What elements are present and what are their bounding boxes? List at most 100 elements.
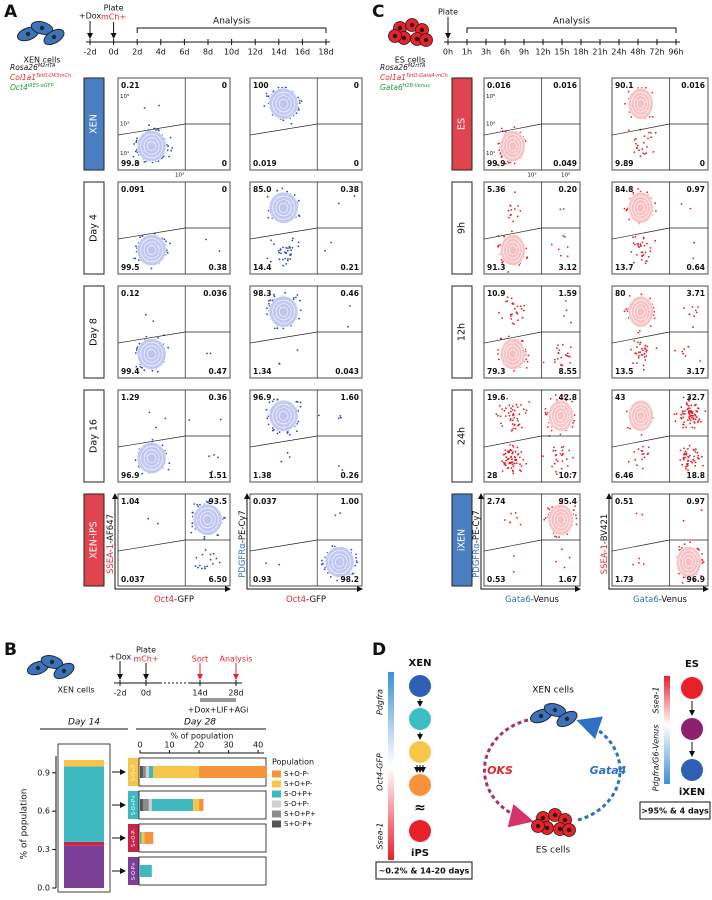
axis-marker: Oct4: [154, 595, 174, 605]
event-dot: [276, 398, 279, 401]
density-contour: [268, 295, 299, 328]
event-dot: [689, 410, 691, 412]
row-label: XEN-iPS: [89, 521, 100, 558]
event-dot: [157, 160, 160, 163]
event-dot: [563, 566, 566, 569]
event-dot: [514, 512, 517, 514]
timeline-label: 21h: [592, 48, 607, 57]
density-contour: [272, 403, 295, 428]
row-label-box: [451, 181, 473, 275]
gate-line: [483, 123, 542, 136]
nucleus: [25, 31, 31, 37]
event-dot: [211, 470, 214, 473]
event-dot: [643, 153, 646, 155]
event-dot: [551, 465, 553, 468]
axis-tick-label: 10³: [120, 121, 129, 128]
event-dot: [648, 116, 651, 118]
event-dot: [299, 401, 302, 404]
event-dot: [512, 472, 515, 475]
quadrant-percent: 99.4: [121, 367, 140, 376]
event-dot: [520, 450, 523, 453]
marker-label: Ssea-1: [376, 822, 385, 849]
event-dot: [278, 563, 281, 566]
gate-line: [117, 539, 186, 552]
event-dot: [268, 294, 271, 296]
event-dot: [626, 410, 628, 413]
event-dot: [687, 460, 689, 462]
event-dot: [510, 410, 512, 413]
quadrant-percent: 96.9: [253, 393, 272, 402]
event-dot: [512, 414, 514, 417]
event-dot: [499, 415, 502, 418]
density-contour: [146, 245, 157, 256]
density-contour: [275, 303, 292, 321]
quadrant-percent: 98.2: [340, 575, 359, 584]
event-dot: [208, 500, 211, 502]
event-dot: [693, 315, 695, 318]
genotype-superscript: H2B-Venus: [403, 83, 430, 89]
event-dot: [641, 450, 644, 453]
event-dot: [575, 514, 577, 517]
quadrant-percent: 14.4: [253, 263, 272, 272]
event-dot: [520, 307, 523, 310]
axis-dye: -AF647: [106, 514, 116, 544]
event-dot: [353, 195, 356, 198]
event-dot: [299, 405, 302, 408]
quadrant-percent: 10.7: [558, 471, 577, 480]
event-dot: [694, 461, 697, 464]
event-dot: [628, 218, 630, 221]
event-dot: [511, 322, 514, 325]
event-dot: [701, 455, 703, 458]
conversion-arrow: [576, 716, 622, 822]
event-dot: [166, 149, 169, 152]
cell-icon: [388, 18, 433, 47]
event-dot: [500, 259, 503, 261]
event-dot: [508, 216, 510, 219]
event-dot: [347, 325, 349, 328]
timeline-label: 12h: [535, 48, 550, 57]
event-dot: [339, 415, 342, 417]
event-dot: [519, 463, 521, 466]
event-dot: [561, 460, 564, 462]
event-dot: [515, 403, 518, 406]
timeline-label: -2d: [83, 48, 96, 57]
event-dot: [695, 416, 698, 418]
event-dot: [507, 451, 510, 453]
row-label-box: [83, 77, 105, 171]
event-dot: [694, 414, 697, 417]
row-label: ES: [457, 118, 468, 130]
event-dot: [511, 313, 513, 316]
event-dot: [561, 449, 564, 452]
quadrant-percent: 0.049: [553, 159, 577, 168]
event-dot: [684, 355, 687, 357]
quadrant-percent: 0.043: [335, 367, 359, 376]
density-contour: [631, 403, 651, 428]
event-dot: [623, 207, 626, 210]
analysis-label: Analysis: [213, 17, 250, 27]
density-contour: [551, 507, 571, 532]
event-dot: [507, 466, 510, 469]
event-dot: [167, 468, 170, 471]
note: >95% & 4 days: [641, 807, 709, 816]
quadrant-percent: 0.016: [681, 81, 705, 90]
event-dot: [503, 409, 506, 412]
density-contour: [628, 399, 654, 432]
event-dot: [296, 401, 299, 403]
event-dot: [550, 429, 553, 432]
event-dot: [268, 401, 271, 404]
gate-line: [611, 435, 670, 448]
event-dot: [498, 311, 500, 314]
timeline-label: 18d: [318, 48, 333, 57]
event-dot: [297, 420, 300, 423]
gate-line: [249, 227, 318, 240]
event-dot: [674, 349, 676, 352]
quadrant-percent: 8.55: [558, 367, 577, 376]
quadrant-percent: 93.5: [208, 497, 227, 506]
event-dot: [645, 355, 648, 357]
event-dot: [270, 239, 272, 242]
density-contour: [634, 303, 648, 321]
event-dot: [292, 237, 294, 240]
event-dot: [689, 207, 692, 210]
event-dot: [652, 151, 655, 153]
event-dot: [134, 257, 137, 260]
